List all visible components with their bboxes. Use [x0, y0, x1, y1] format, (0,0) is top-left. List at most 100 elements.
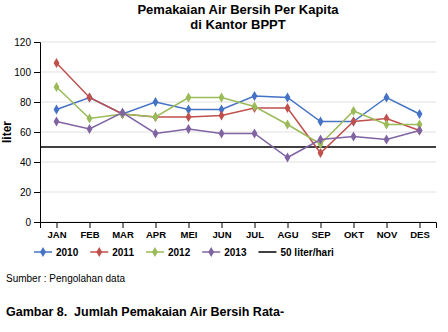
x-axis-line	[41, 223, 437, 229]
x-axis: JANFEBMARAPRMEIJUNJULAGUSEPOKTNOVDES	[41, 222, 437, 240]
y-tick-mark	[34, 102, 40, 103]
point	[318, 148, 324, 158]
point	[87, 113, 93, 123]
x-tick-label: JUN	[212, 229, 231, 240]
y-axis-line	[34, 43, 41, 223]
point	[54, 82, 60, 92]
point	[285, 103, 291, 113]
y-tick-mark	[34, 72, 40, 73]
x-tick-label: DES	[410, 229, 430, 240]
x-tick-mark	[222, 222, 223, 228]
y-tick-mark	[34, 162, 40, 163]
legend-swatch	[258, 251, 276, 253]
x-tick-label: SEP	[311, 229, 331, 240]
y-tick-mark	[34, 222, 40, 223]
y-tick: 80	[20, 97, 40, 108]
y-tick: 0	[25, 217, 40, 228]
point	[351, 106, 357, 116]
point	[384, 119, 390, 129]
title-line: di Kantor BPPT	[190, 17, 285, 32]
legend-label: 2013	[224, 247, 247, 258]
chart: Pemakaian Air Bersih Per Kapitadi Kantor…	[0, 0, 448, 332]
point	[384, 134, 390, 144]
legend-label: 2012	[168, 247, 191, 258]
x-tick-label: APR	[146, 229, 166, 240]
legend-item: 2012	[146, 247, 191, 258]
grid-line	[40, 162, 436, 163]
legend-marker	[152, 247, 158, 257]
x-tick-mark	[255, 222, 256, 228]
point	[252, 128, 258, 138]
y-tick-label: 120	[14, 37, 31, 48]
legend-item: 2010	[34, 247, 79, 258]
point	[186, 124, 192, 134]
x-tick: OKT	[344, 222, 364, 240]
point	[54, 58, 60, 68]
x-tick: SEP	[311, 222, 331, 240]
point	[417, 125, 423, 135]
point	[54, 116, 60, 126]
point	[384, 92, 390, 102]
y-tick-label: 100	[14, 67, 31, 78]
legend-label: 2011	[112, 247, 134, 258]
point	[54, 104, 60, 114]
legend-label: 50 liter/hari	[280, 247, 334, 258]
x-tick: FEB	[81, 222, 100, 240]
caption: Gambar 8. Jumlah Pemakaian Air Bersih Ra…	[6, 305, 284, 319]
x-tick: APR	[146, 222, 166, 240]
point	[285, 119, 291, 129]
y-tick-label: 0	[25, 217, 31, 228]
x-tick-mark	[156, 222, 157, 228]
x-tick-mark	[189, 222, 190, 228]
y-tick-label: 20	[20, 187, 32, 198]
series-line	[57, 113, 420, 158]
y-tick-mark	[34, 42, 40, 43]
point	[219, 128, 225, 138]
series-line	[57, 87, 420, 144]
x-tick-mark	[57, 222, 58, 228]
point	[219, 110, 225, 120]
y-tick: 20	[20, 187, 40, 198]
x-tick-label: JUL	[246, 229, 264, 240]
point	[153, 112, 159, 122]
y-tick: 120	[14, 37, 40, 48]
y-tick-mark	[34, 132, 40, 133]
series	[54, 82, 423, 149]
y-tick: 100	[14, 67, 40, 78]
point	[351, 116, 357, 126]
legend-marker	[96, 247, 102, 257]
point	[285, 152, 291, 162]
y-tick-label: 40	[20, 157, 32, 168]
grid-line	[40, 192, 436, 193]
x-tick: DES	[410, 222, 430, 240]
plot-area	[40, 58, 436, 163]
x-tick: NOV	[377, 222, 398, 240]
legend-item: 2011	[90, 247, 134, 258]
point	[351, 131, 357, 141]
point	[153, 97, 159, 107]
point	[417, 125, 423, 135]
y-tick-mark	[34, 192, 40, 193]
grid	[40, 42, 436, 222]
x-tick: MEI	[181, 222, 198, 240]
grid-line	[40, 72, 436, 73]
x-tick-label: MEI	[181, 229, 198, 240]
y-tick: 60	[20, 127, 40, 138]
title-line: Pemakaian Air Bersih Per Kapita	[137, 2, 339, 17]
point	[87, 92, 93, 102]
series-line	[57, 63, 420, 153]
point	[87, 124, 93, 134]
x-tick-mark	[420, 222, 421, 228]
point	[351, 116, 357, 126]
point	[219, 92, 225, 102]
y-tick: 40	[20, 157, 40, 168]
x-tick-mark	[288, 222, 289, 228]
grid-line	[40, 42, 436, 43]
point	[417, 109, 423, 119]
grid-line	[40, 132, 436, 133]
point	[186, 112, 192, 122]
point	[186, 92, 192, 102]
x-tick: MAR	[112, 222, 134, 240]
y-tick-label: 80	[20, 97, 32, 108]
point	[318, 116, 324, 126]
